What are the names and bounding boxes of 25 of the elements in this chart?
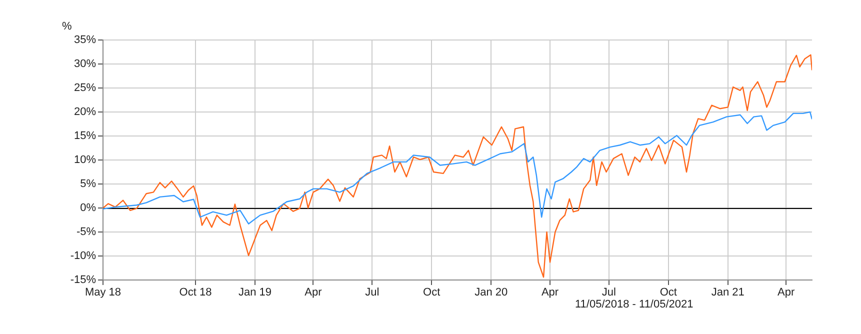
y-tick-label: 35%: [74, 34, 96, 46]
x-tick-label: Oct 18: [179, 286, 212, 299]
x-tick-label: Jul: [365, 286, 380, 299]
x-tick-label: Jul: [602, 286, 616, 299]
y-tick-label: -5%: [76, 226, 96, 238]
y-axis-title: %: [62, 20, 72, 33]
y-tick-label: -15%: [70, 274, 96, 286]
y-tick-label: 20%: [74, 106, 96, 118]
y-tick-label: 25%: [74, 82, 96, 94]
y-tick-label: 0%: [80, 202, 96, 214]
y-tick-label: 15%: [74, 130, 96, 142]
x-tick-label: May 18: [84, 286, 122, 299]
x-tick-label: Apr: [541, 286, 559, 299]
x-tick-label: Apr: [778, 286, 796, 299]
x-tick-label: Jan 21: [711, 286, 744, 299]
text: 11/05/2018 - 11/05/2021: [575, 298, 694, 311]
x-tick-label: Oct: [423, 286, 440, 299]
x-tick-label: Jan 19: [238, 286, 272, 299]
y-tick-label: 30%: [74, 58, 96, 70]
y-tick-label: -10%: [70, 250, 96, 262]
y-tick-label: 10%: [74, 154, 96, 166]
y-tick-label: 5%: [80, 178, 96, 190]
x-tick-label: Oct: [660, 286, 677, 299]
x-tick-label: Apr: [304, 286, 322, 299]
x-tick-label: Jan 20: [474, 286, 508, 299]
